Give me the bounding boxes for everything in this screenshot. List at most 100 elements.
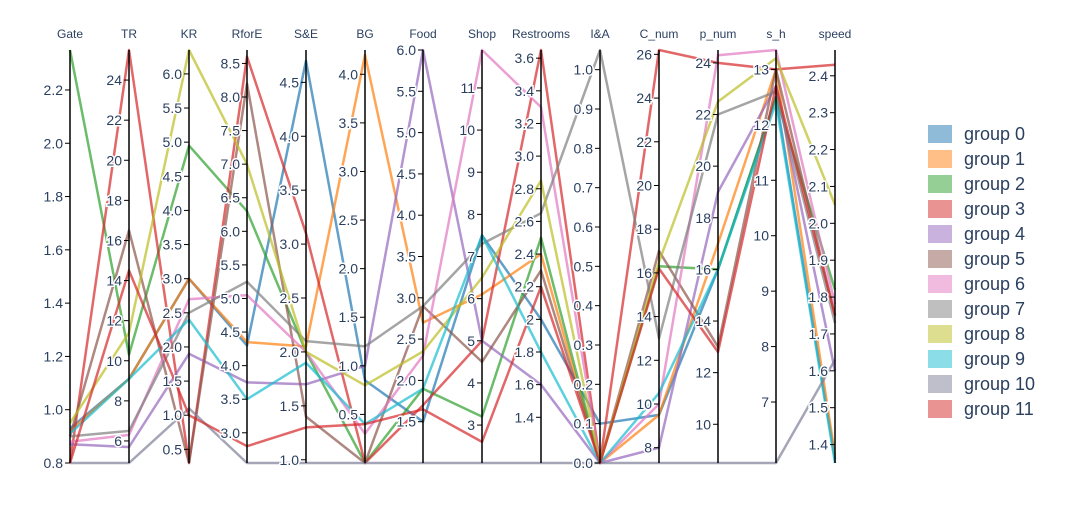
tick-label: 11 bbox=[754, 172, 769, 188]
legend-label: group 2 bbox=[964, 174, 1025, 194]
axis-s-e[interactable]: S&E 1.0 1.5 2.0 2.5 3.0 3.5 4.0 4.5 bbox=[278, 27, 318, 469]
tick-label: 12 bbox=[695, 365, 711, 381]
axis-gate[interactable]: Gate 0.8 1.0 1.2 1.4 1.6 1.8 2.0 2.2 bbox=[42, 27, 84, 473]
legend-item-group-10[interactable]: group 10 bbox=[928, 374, 1035, 394]
tick-label: 14 bbox=[636, 309, 652, 325]
series-line-group-8[interactable] bbox=[68, 48, 837, 465]
tick-label: 3.5 bbox=[280, 182, 300, 198]
tick-label: 1.5 bbox=[397, 414, 417, 430]
tick-label: 10 bbox=[753, 228, 769, 244]
legend-swatch bbox=[928, 400, 952, 418]
tick-label: 1.4 bbox=[515, 409, 535, 425]
legend-item-group-11[interactable]: group 11 bbox=[928, 399, 1034, 419]
legend-label: group 3 bbox=[964, 199, 1025, 219]
tick-label: 1.0 bbox=[574, 62, 594, 78]
tick-label: 1.2 bbox=[44, 348, 64, 364]
legend-item-group-5[interactable]: group 5 bbox=[928, 249, 1025, 269]
tick-label: 8 bbox=[467, 206, 475, 222]
legend-item-group-3[interactable]: group 3 bbox=[928, 199, 1025, 219]
legend: group 0 group 1 group 2 group 3 group 4 group… bbox=[928, 124, 1035, 419]
tick-label: 1.8 bbox=[515, 344, 535, 360]
legend-item-group-0[interactable]: group 0 bbox=[928, 124, 1025, 144]
tick-label: 3.2 bbox=[515, 115, 535, 131]
axis-speed[interactable]: speed 1.4 1.5 1.6 1.7 1.8 1.9 2.0 2.1 2.2 2.3 2.4 bbox=[807, 27, 852, 463]
series-line-group-11[interactable] bbox=[68, 84, 837, 465]
tick-label: 0.8 bbox=[44, 455, 64, 471]
tick-label: 2.5 bbox=[163, 305, 183, 321]
tick-label: 5 bbox=[467, 333, 475, 349]
axis-title: I&A bbox=[590, 27, 609, 41]
axis-title: RforE bbox=[232, 27, 263, 41]
tick-label: 2.5 bbox=[339, 212, 359, 228]
series-line-group-6[interactable] bbox=[69, 48, 837, 465]
axis-c-num[interactable]: C_num 8 10 12 14 16 18 20 22 24 26 bbox=[635, 27, 678, 463]
tick-label: 3.5 bbox=[163, 237, 183, 253]
axis-kr[interactable]: KR 0.5 1.0 1.5 2.0 2.5 3.0 3.5 4.0 4.5 5.0 5.5 6.0 bbox=[161, 27, 198, 463]
tick-label: 2.1 bbox=[809, 178, 829, 194]
tick-label: 24 bbox=[106, 72, 122, 88]
legend-item-group-7[interactable]: group 7 bbox=[928, 299, 1025, 319]
series-line-group-5[interactable] bbox=[68, 68, 837, 465]
tick-label: 1.6 bbox=[809, 363, 829, 379]
axis-bg[interactable]: BG 0.5 1.0 1.5 2.0 2.5 3.0 3.5 4.0 bbox=[337, 27, 374, 463]
axis-title: Gate bbox=[57, 27, 83, 41]
tick-label: 8.5 bbox=[221, 55, 241, 71]
series-line-group-1[interactable] bbox=[69, 53, 837, 465]
tick-label: 6.0 bbox=[397, 42, 417, 58]
axis-i-a[interactable]: I&A 0.0 0.1 0.2 0.3 0.4 0.5 0.6 0.7 0.8 0.9 1.0 bbox=[572, 27, 610, 473]
legend-label: group 11 bbox=[964, 399, 1034, 419]
axis-restrooms[interactable]: Restrooms 1.4 1.6 1.8 2 2.2 2.4 2.6 2.8 3.0 3.2 3.4… bbox=[512, 27, 570, 463]
axis-s-h[interactable]: s_h 7 8 9 10 11 12 13 bbox=[752, 27, 786, 463]
tick-label: 0.0 bbox=[574, 455, 594, 471]
tick-label: 24 bbox=[695, 55, 711, 71]
tick-label: 7 bbox=[761, 394, 769, 410]
tick-label: 18 bbox=[106, 192, 122, 208]
axis-p-num[interactable]: p_num 10 12 14 16 18 20 22 24 bbox=[694, 27, 736, 463]
tick-label: 12 bbox=[106, 313, 122, 329]
tick-label: 2.2 bbox=[809, 142, 829, 158]
tick-label: 11 bbox=[460, 80, 475, 96]
legend-label: group 0 bbox=[964, 124, 1025, 144]
tick-label: 5.5 bbox=[397, 83, 417, 99]
legend-item-group-6[interactable]: group 6 bbox=[928, 274, 1025, 294]
axis-tr[interactable]: TR 6 8 10 12 14 16 18 20 22 24 bbox=[105, 27, 137, 463]
axis-food[interactable]: Food 1.5 2.0 2.5 3.0 3.5 4.0 4.5 5.0 5.5 6.0 bbox=[395, 27, 437, 463]
tick-label: 7 bbox=[467, 249, 475, 265]
legend-item-group-4[interactable]: group 4 bbox=[928, 224, 1025, 244]
series-line-group-10[interactable] bbox=[70, 359, 837, 465]
tick-label: 2 bbox=[526, 311, 534, 327]
tick-label: 1.8 bbox=[809, 289, 829, 305]
axis-rfore[interactable]: RforE 3.0 3.5 4.0 4.5 5.0 5.5 6.0 6.5 7.0 7.5 8.0 8.… bbox=[219, 27, 263, 463]
legend-item-group-8[interactable]: group 8 bbox=[928, 324, 1025, 344]
series-line-group-4[interactable] bbox=[69, 48, 837, 465]
tick-label: 1.0 bbox=[339, 358, 359, 374]
legend-item-group-1[interactable]: group 1 bbox=[928, 149, 1025, 169]
series-line-group-2[interactable] bbox=[68, 49, 837, 465]
legend-item-group-2[interactable]: group 2 bbox=[928, 174, 1025, 194]
legend-label: group 9 bbox=[964, 349, 1025, 369]
tick-label: 9 bbox=[467, 164, 475, 180]
legend-label: group 10 bbox=[964, 374, 1035, 394]
tick-label: 2.0 bbox=[397, 372, 417, 388]
tick-label: 16 bbox=[106, 232, 122, 248]
tick-label: 2.2 bbox=[44, 82, 64, 98]
tick-label: 22 bbox=[695, 107, 711, 123]
tick-label: 4 bbox=[467, 375, 475, 391]
legend-item-group-9[interactable]: group 9 bbox=[928, 349, 1025, 369]
legend-label: group 1 bbox=[964, 149, 1025, 169]
tick-label: 1.4 bbox=[809, 437, 829, 453]
tick-label: 4.5 bbox=[397, 166, 417, 182]
series-line-group-9[interactable] bbox=[69, 101, 837, 465]
tick-label: 10 bbox=[106, 353, 122, 369]
legend-swatch bbox=[928, 200, 952, 218]
series-line-group-7[interactable] bbox=[69, 48, 837, 438]
tick-label: 8 bbox=[761, 339, 769, 355]
legend-swatch bbox=[928, 375, 952, 393]
tick-label: 2.0 bbox=[809, 215, 829, 231]
axis-shop[interactable]: Shop 3 4 5 6 7 8 9 10 11 bbox=[458, 27, 496, 463]
tick-label: 10 bbox=[695, 416, 711, 432]
axis-title: s_h bbox=[766, 27, 785, 41]
tick-label: 3 bbox=[467, 417, 475, 433]
series-line-group-3[interactable] bbox=[68, 48, 836, 465]
